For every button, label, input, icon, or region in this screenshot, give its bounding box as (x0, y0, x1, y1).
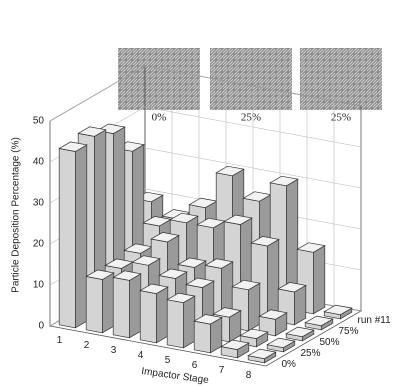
bar-side (313, 246, 324, 314)
inset-label: 25% (241, 112, 261, 124)
series-label: run #11 (358, 315, 392, 326)
x-tick-label: 6 (192, 360, 198, 371)
bar (286, 327, 314, 341)
bar-side (183, 296, 194, 348)
bar (221, 340, 249, 358)
z-tick-label: 30 (33, 198, 45, 209)
inset-image (118, 48, 200, 110)
series-label: 25% (301, 348, 321, 359)
bar-front (167, 300, 183, 348)
x-tick-label: 7 (219, 365, 225, 376)
bar (267, 338, 295, 352)
x-tick-label: 4 (138, 350, 144, 361)
bar (167, 293, 195, 348)
inset-images (118, 48, 382, 110)
series-label: 50% (320, 337, 340, 348)
bar (59, 142, 87, 328)
inset-image (300, 48, 382, 110)
x-tick-label: 5 (165, 355, 171, 366)
bar-side (267, 239, 278, 319)
z-tick-label: 0 (38, 321, 44, 332)
page: 0% 25% 25% Particle Deposition Percentag… (0, 0, 416, 387)
series-label: 0% (282, 359, 297, 370)
x-tick-label: 2 (84, 340, 90, 351)
bar (86, 270, 114, 333)
x-tick-label: 3 (111, 345, 117, 356)
z-tick-label: 10 (33, 280, 45, 291)
bar-side (248, 283, 259, 331)
series-label: 75% (339, 326, 359, 337)
x-axis-label: Impactor Stage (141, 366, 210, 386)
inset-label: 0% (152, 112, 167, 124)
x-tick-label: 8 (246, 370, 252, 381)
bar-front (140, 291, 156, 343)
bar-side (75, 145, 86, 328)
bar-side (156, 287, 167, 343)
bar (305, 316, 333, 330)
bar (324, 305, 352, 319)
bar-front (86, 277, 102, 333)
bar-side (102, 273, 113, 333)
bar (140, 284, 168, 343)
z-tick-label: 40 (33, 157, 45, 168)
z-axis-label: Particle Deposition Percentage (%) (11, 137, 22, 293)
bar-front (59, 149, 75, 328)
bar (248, 349, 276, 363)
bar-front (194, 321, 210, 353)
chart: 0% 25% 25% Particle Deposition Percentag… (0, 0, 416, 387)
bar-side (129, 274, 140, 338)
z-tick-label: 20 (33, 239, 45, 250)
z-tick-label: 50 (33, 116, 45, 127)
bar (194, 315, 222, 353)
x-tick-label: 1 (57, 335, 63, 346)
bar-front (113, 277, 129, 337)
bar (113, 271, 141, 338)
